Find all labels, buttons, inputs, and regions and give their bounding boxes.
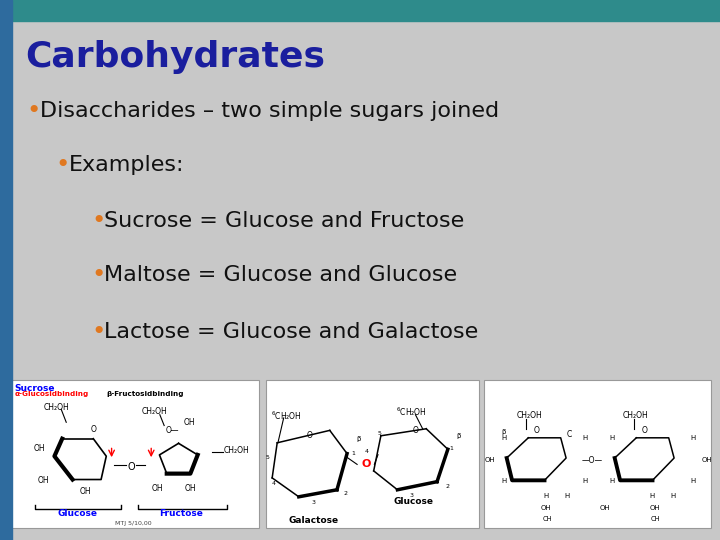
Text: O: O bbox=[127, 462, 135, 472]
Text: •: • bbox=[91, 264, 106, 287]
Text: OH: OH bbox=[37, 476, 49, 485]
Text: CH₂OH: CH₂OH bbox=[516, 411, 542, 420]
Text: α-Glucosidbinding: α-Glucosidbinding bbox=[14, 391, 89, 397]
Text: OH: OH bbox=[541, 505, 551, 511]
Text: 3: 3 bbox=[410, 492, 414, 498]
Bar bbox=[0, 0, 12, 540]
Text: Glucose: Glucose bbox=[58, 509, 98, 518]
Text: Fructose: Fructose bbox=[160, 509, 203, 518]
Text: 1: 1 bbox=[351, 451, 355, 456]
Text: H: H bbox=[609, 477, 615, 484]
Text: 4: 4 bbox=[364, 449, 369, 455]
Text: β-Fructosidbinding: β-Fructosidbinding bbox=[107, 391, 184, 397]
Text: H: H bbox=[582, 435, 588, 442]
Text: —O—: —O— bbox=[581, 456, 603, 464]
Text: 1: 1 bbox=[449, 446, 454, 451]
Text: OH: OH bbox=[702, 457, 713, 463]
Text: $^6$CH₂OH: $^6$CH₂OH bbox=[271, 410, 302, 422]
Text: H: H bbox=[690, 477, 696, 484]
Text: •: • bbox=[91, 320, 106, 344]
Text: β: β bbox=[356, 436, 361, 442]
Text: H: H bbox=[501, 477, 507, 484]
Text: O: O bbox=[413, 426, 418, 435]
Text: 4: 4 bbox=[271, 481, 276, 486]
Bar bbox=[0, 0, 720, 21]
Text: 2: 2 bbox=[446, 483, 450, 489]
Text: Lactose = Glucose and Galactose: Lactose = Glucose and Galactose bbox=[104, 322, 479, 342]
Text: O: O bbox=[534, 426, 539, 435]
Text: CH₂OH: CH₂OH bbox=[43, 403, 69, 412]
Text: H: H bbox=[543, 492, 549, 499]
Text: H: H bbox=[690, 435, 696, 442]
Bar bbox=[266, 380, 479, 528]
Text: β: β bbox=[456, 433, 461, 439]
Text: MTJ 5/10,00: MTJ 5/10,00 bbox=[115, 521, 151, 526]
Text: OH: OH bbox=[79, 487, 91, 496]
Text: C: C bbox=[566, 430, 572, 439]
Text: OH: OH bbox=[184, 418, 195, 427]
Text: O—: O— bbox=[166, 427, 179, 435]
Text: 5: 5 bbox=[266, 455, 270, 460]
Text: Disaccharides – two simple sugars joined: Disaccharides – two simple sugars joined bbox=[40, 100, 499, 121]
Text: 3: 3 bbox=[311, 500, 315, 505]
Text: OH: OH bbox=[151, 484, 163, 493]
Text: H: H bbox=[670, 492, 676, 499]
Bar bbox=[9, 380, 259, 528]
Text: Galactose: Galactose bbox=[289, 516, 339, 525]
Text: H: H bbox=[649, 492, 654, 499]
Text: CH₂OH: CH₂OH bbox=[223, 447, 249, 455]
Text: Carbohydrates: Carbohydrates bbox=[25, 40, 325, 73]
Text: Sucrose = Glucose and Fructose: Sucrose = Glucose and Fructose bbox=[104, 211, 464, 232]
Text: CH₂OH: CH₂OH bbox=[622, 411, 648, 420]
Text: H: H bbox=[564, 492, 570, 499]
Text: OH: OH bbox=[185, 484, 197, 493]
Text: H: H bbox=[609, 435, 615, 442]
Text: 5: 5 bbox=[377, 430, 382, 436]
Text: OH: OH bbox=[600, 505, 610, 511]
Text: 2: 2 bbox=[343, 490, 348, 496]
Text: Examples:: Examples: bbox=[68, 154, 184, 175]
Text: •: • bbox=[27, 99, 41, 123]
Text: CH: CH bbox=[542, 516, 552, 522]
Text: OH: OH bbox=[34, 444, 45, 453]
Text: O: O bbox=[307, 431, 312, 440]
Text: H: H bbox=[501, 435, 507, 442]
Text: OH: OH bbox=[485, 457, 495, 463]
Text: O: O bbox=[642, 426, 647, 435]
Text: Glucose: Glucose bbox=[394, 497, 434, 506]
Text: O: O bbox=[361, 460, 371, 469]
Text: CH: CH bbox=[650, 516, 660, 522]
Text: •: • bbox=[91, 210, 106, 233]
Text: CH₂OH: CH₂OH bbox=[142, 407, 168, 416]
Text: •: • bbox=[55, 153, 70, 177]
Text: O: O bbox=[91, 425, 96, 434]
Text: $^6$CH₂OH: $^6$CH₂OH bbox=[397, 406, 427, 417]
Text: OH: OH bbox=[650, 505, 660, 511]
Text: Sucrose: Sucrose bbox=[14, 384, 55, 394]
Text: H: H bbox=[582, 477, 588, 484]
Bar bbox=[484, 380, 711, 528]
Text: Maltose = Glucose and Glucose: Maltose = Glucose and Glucose bbox=[104, 265, 457, 286]
Text: β: β bbox=[502, 429, 506, 435]
